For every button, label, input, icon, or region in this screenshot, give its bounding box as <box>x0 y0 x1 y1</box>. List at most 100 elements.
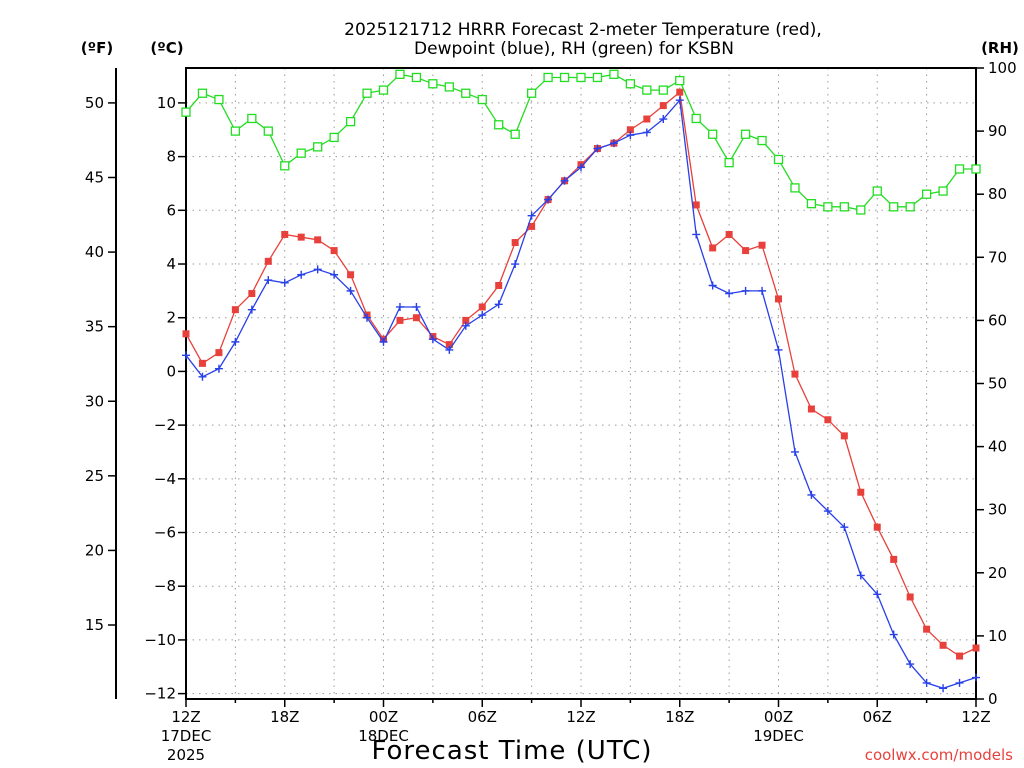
celsius-tick-label-1: −10 <box>144 631 176 649</box>
point-2-meter-temperature-29 <box>659 102 667 110</box>
point-dewpoint-48 <box>972 673 980 682</box>
point-dewpoint-1 <box>198 372 207 381</box>
point-rh-1 <box>197 88 208 98</box>
celsius-tick-label-6: 0 <box>166 362 176 380</box>
point-rh-15 <box>428 79 438 89</box>
fahrenheit-tick-label-7: 50 <box>85 94 104 112</box>
point-rh-29 <box>658 85 668 95</box>
point-2-meter-temperature-19 <box>495 281 503 289</box>
point-dewpoint-9 <box>330 270 339 279</box>
point-rh-46 <box>938 186 948 196</box>
point-2-meter-temperature-14 <box>412 314 420 322</box>
point-rh-41 <box>856 205 866 215</box>
point-rh-45 <box>921 189 932 199</box>
point-dewpoint-42 <box>873 590 882 599</box>
point-rh-6 <box>280 161 290 171</box>
point-rh-24 <box>576 72 586 83</box>
point-2-meter-temperature-41 <box>857 488 865 496</box>
chart-title-line1: 2025121712 HRRR Forecast 2-meter Tempera… <box>344 20 822 40</box>
point-rh-10 <box>345 116 356 127</box>
point-2-meter-temperature-48 <box>972 644 980 652</box>
point-rh-32 <box>708 129 718 139</box>
point-2-meter-temperature-5 <box>264 257 272 265</box>
point-dewpoint-24 <box>577 163 585 172</box>
axes: −12 −10 −8 −6 −4 −2 0 2 4 6 8 10 15 20 25 30 35 40 45 50 0 10… <box>85 59 1017 708</box>
point-dewpoint-45 <box>922 678 931 687</box>
point-rh-44 <box>905 202 915 212</box>
point-dewpoint-13 <box>395 302 404 311</box>
point-dewpoint-5 <box>264 276 273 285</box>
rh-tick-label-1: 10 <box>988 627 1007 645</box>
x-tick-label-5: 18Z <box>665 708 694 726</box>
point-rh-35 <box>757 135 767 146</box>
credit-text: coolwx.com/models <box>865 746 1013 764</box>
point-2-meter-temperature-4 <box>248 290 256 298</box>
point-2-meter-temperature-42 <box>873 523 881 531</box>
point-rh-12 <box>378 85 389 95</box>
point-2-meter-temperature-18 <box>478 303 486 311</box>
series-layer <box>181 69 981 693</box>
point-rh-11 <box>362 88 372 98</box>
rh-tick-label-8: 80 <box>988 185 1007 203</box>
point-dewpoint-34 <box>741 286 750 295</box>
point-rh-14 <box>411 72 422 83</box>
point-dewpoint-25 <box>593 144 602 153</box>
point-2-meter-temperature-47 <box>956 652 964 660</box>
point-dewpoint-28 <box>642 128 651 137</box>
point-dewpoint-37 <box>790 447 799 456</box>
point-dewpoint-44 <box>906 660 915 669</box>
point-rh-42 <box>872 186 882 196</box>
point-rh-36 <box>773 154 784 165</box>
x-axis-title: Forecast Time (UTC) <box>371 736 652 766</box>
point-dewpoint-12 <box>379 337 388 346</box>
point-rh-18 <box>477 94 487 105</box>
point-rh-13 <box>395 69 405 79</box>
point-rh-31 <box>691 113 701 124</box>
point-2-meter-temperature-17 <box>462 316 470 324</box>
point-dewpoint-40 <box>840 523 849 532</box>
date-label-0: 17DEC <box>161 727 212 745</box>
point-2-meter-temperature-33 <box>725 230 733 238</box>
fahrenheit-tick-label-3: 30 <box>85 392 104 410</box>
point-rh-23 <box>559 72 570 83</box>
point-2-meter-temperature-46 <box>939 641 947 649</box>
celsius-tick-label-4: −4 <box>154 470 176 488</box>
point-dewpoint-41 <box>856 571 865 580</box>
point-2-meter-temperature-0 <box>182 330 190 338</box>
celsius-tick-label-3: −6 <box>154 524 176 542</box>
point-dewpoint-33 <box>725 289 734 298</box>
point-rh-34 <box>740 129 751 139</box>
point-dewpoint-46 <box>939 684 948 693</box>
point-2-meter-temperature-43 <box>890 555 898 563</box>
point-2-meter-temperature-16 <box>445 341 453 349</box>
series-rh <box>181 69 981 215</box>
point-2-meter-temperature-45 <box>923 625 931 633</box>
fahrenheit-tick-label-0: 15 <box>85 616 104 634</box>
fahrenheit-tick-label-6: 45 <box>85 168 104 186</box>
point-rh-26 <box>609 69 619 79</box>
point-2-meter-temperature-37 <box>791 370 799 378</box>
point-rh-27 <box>625 79 636 89</box>
point-rh-28 <box>642 85 652 95</box>
celsius-tick-label-2: −8 <box>154 577 176 595</box>
point-2-meter-temperature-40 <box>840 432 848 440</box>
point-rh-5 <box>263 126 273 136</box>
point-2-meter-temperature-44 <box>906 593 914 601</box>
fahrenheit-tick-label-1: 20 <box>85 541 104 559</box>
point-rh-30 <box>675 75 685 86</box>
point-dewpoint-16 <box>445 345 454 354</box>
point-2-meter-temperature-2 <box>215 349 223 357</box>
point-rh-39 <box>823 202 833 212</box>
rh-tick-label-7: 70 <box>988 248 1007 266</box>
x-tick-label-2: 00Z <box>369 708 398 726</box>
point-rh-3 <box>230 126 241 136</box>
point-rh-7 <box>296 148 306 158</box>
point-dewpoint-2 <box>214 364 223 373</box>
point-2-meter-temperature-1 <box>198 359 206 367</box>
point-rh-17 <box>461 88 471 98</box>
point-rh-21 <box>526 88 537 98</box>
point-rh-38 <box>806 199 817 209</box>
date-label-1: 18DEC <box>358 727 409 745</box>
point-rh-8 <box>313 142 323 152</box>
